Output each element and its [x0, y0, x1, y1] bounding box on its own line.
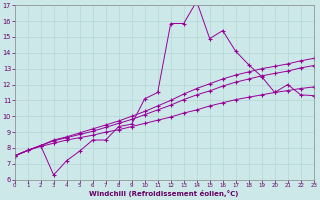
X-axis label: Windchill (Refroidissement éolien,°C): Windchill (Refroidissement éolien,°C): [90, 190, 239, 197]
